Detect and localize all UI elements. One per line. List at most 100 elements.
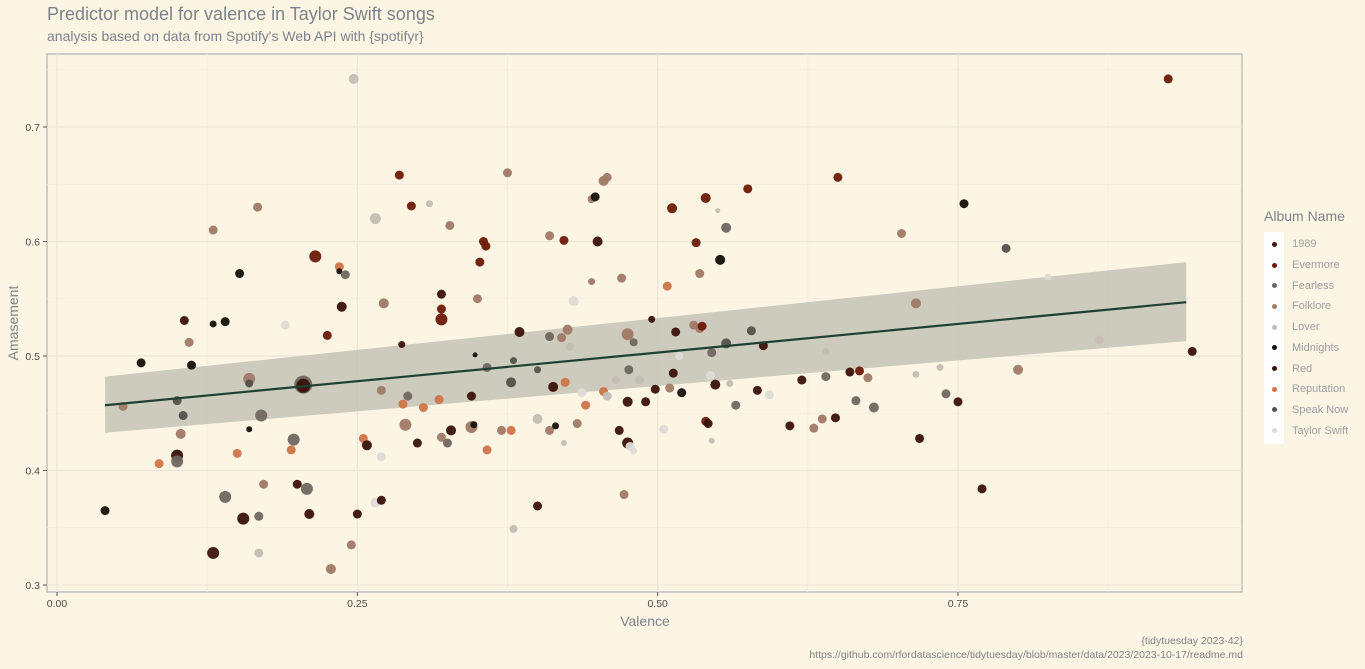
- data-point: [710, 379, 721, 390]
- legend-item: Fearless: [1264, 275, 1334, 296]
- data-point: [348, 73, 359, 84]
- data-point: [509, 524, 518, 533]
- data-point: [630, 447, 638, 455]
- legend-label: Taylor Swift: [1292, 424, 1349, 437]
- data-point: [154, 459, 164, 469]
- data-point: [442, 438, 452, 448]
- data-point: [418, 403, 428, 413]
- data-point: [659, 424, 669, 434]
- legend-item: Reputation: [1264, 379, 1345, 400]
- data-point: [300, 482, 313, 495]
- data-point: [510, 357, 518, 365]
- data-point: [280, 320, 290, 330]
- data-point: [648, 315, 656, 323]
- legend-swatch: [1272, 303, 1277, 309]
- data-point: [568, 296, 579, 307]
- data-point: [915, 433, 925, 443]
- data-point: [254, 548, 264, 558]
- data-point: [897, 228, 907, 238]
- y-axis-label: Amasement: [5, 286, 21, 361]
- data-point: [572, 419, 582, 429]
- data-point: [854, 366, 864, 376]
- data-point: [237, 512, 250, 525]
- data-point: [752, 385, 762, 395]
- data-point: [590, 192, 600, 202]
- y-tick-label: 0.3: [25, 580, 40, 592]
- legend-label: Fearless: [1292, 279, 1335, 292]
- data-point: [845, 367, 855, 377]
- data-point: [287, 433, 300, 446]
- data-point: [662, 281, 672, 291]
- legend-swatch: [1272, 428, 1277, 434]
- data-point: [577, 388, 587, 398]
- legend-item: Folklore: [1264, 296, 1331, 317]
- legend-label: 1989: [1292, 238, 1317, 251]
- legend: Album Name 1989 Evermore Fearless Folklore L…: [1264, 208, 1348, 444]
- data-point: [406, 201, 416, 211]
- data-point: [715, 208, 721, 214]
- data-point: [187, 360, 197, 370]
- data-point: [334, 262, 344, 272]
- data-point: [706, 370, 716, 380]
- y-tick-label: 0.5: [25, 351, 40, 363]
- data-point: [953, 397, 963, 407]
- data-point: [506, 425, 516, 435]
- data-point: [475, 257, 485, 267]
- data-point: [369, 213, 381, 225]
- data-point: [1095, 335, 1105, 345]
- data-point: [743, 184, 753, 194]
- chart-title: Predictor model for valence in Taylor Sw…: [47, 4, 435, 24]
- data-point: [436, 432, 446, 442]
- data-point: [617, 273, 627, 283]
- data-point: [910, 298, 921, 309]
- data-point: [1001, 243, 1011, 253]
- data-point: [376, 452, 386, 462]
- data-point: [619, 490, 629, 500]
- data-point: [941, 389, 951, 399]
- legend-swatch: [1272, 366, 1277, 372]
- data-point: [470, 421, 478, 429]
- data-point: [207, 546, 220, 559]
- legend-label: Folklore: [1292, 300, 1332, 313]
- data-point: [325, 563, 336, 574]
- data-point: [178, 411, 188, 421]
- data-point: [425, 200, 433, 208]
- data-point: [179, 316, 189, 326]
- data-point: [399, 418, 412, 431]
- data-point: [378, 298, 389, 309]
- data-point: [436, 289, 446, 299]
- data-point: [398, 341, 406, 349]
- data-point: [219, 490, 232, 503]
- legend-item: Red: [1264, 358, 1312, 379]
- data-point: [346, 540, 356, 550]
- data-point: [809, 423, 819, 433]
- data-point: [545, 231, 555, 241]
- data-point: [731, 400, 741, 410]
- data-point: [245, 379, 254, 388]
- data-point: [171, 455, 184, 468]
- data-point: [602, 391, 612, 401]
- data-point: [565, 342, 574, 351]
- data-point: [621, 328, 634, 341]
- fit-line: [104, 301, 1187, 407]
- data-point: [309, 250, 322, 263]
- data-point: [677, 388, 687, 398]
- legend-item: Speak Now: [1264, 400, 1348, 421]
- data-point: [472, 352, 478, 358]
- data-point: [534, 366, 542, 374]
- legend-label: Reputation: [1292, 383, 1346, 396]
- data-point: [394, 170, 404, 180]
- data-point: [641, 397, 651, 407]
- data-point: [545, 332, 555, 342]
- data-point: [588, 278, 596, 286]
- legend-label: Lover: [1292, 321, 1320, 334]
- data-point: [545, 425, 555, 435]
- legend-key-box: [1264, 232, 1284, 444]
- data-point: [622, 396, 633, 407]
- data-point: [695, 269, 705, 279]
- data-point: [466, 391, 476, 401]
- data-point: [376, 385, 386, 395]
- data-point: [560, 377, 570, 387]
- data-point: [255, 409, 268, 422]
- data-point: [1163, 74, 1173, 84]
